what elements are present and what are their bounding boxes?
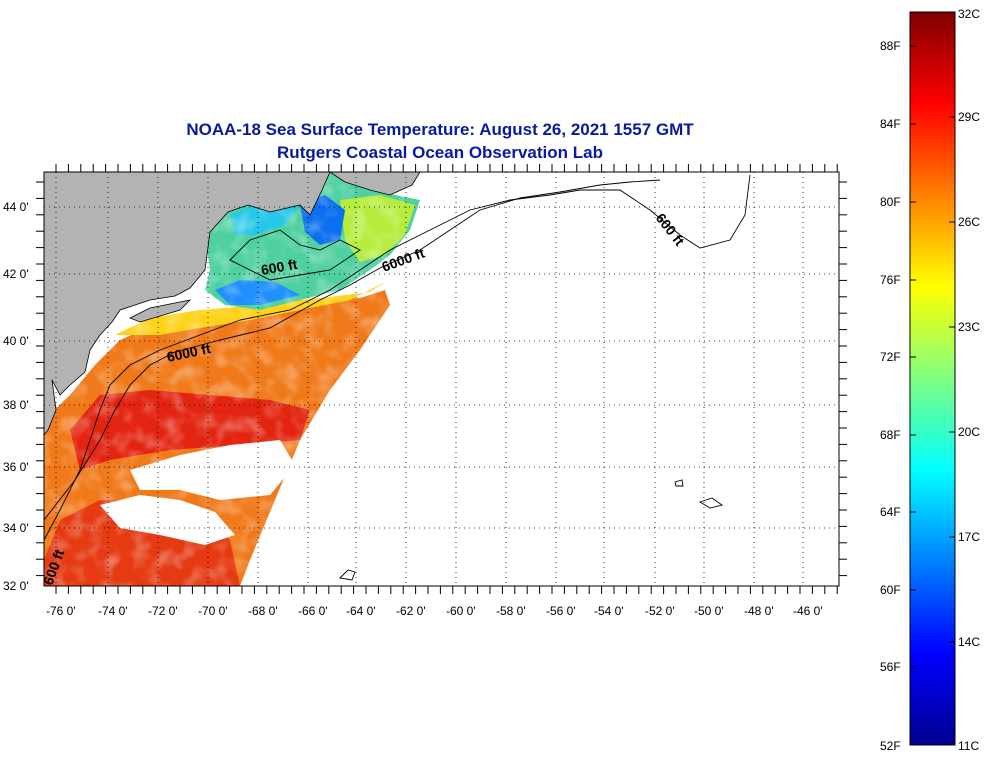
c-label-32: 32C: [958, 7, 980, 21]
f-label-68: 68F: [880, 428, 901, 442]
title-line-1: NOAA-18 Sea Surface Temperature: August …: [186, 120, 694, 139]
lon-label-56: -56 0': [546, 604, 576, 618]
contour-6000-ft: [44, 179, 661, 521]
colorbar-ticks: [910, 45, 955, 668]
fahrenheit-labels: 88F 84F 80F 76F 72F 68F 64F 60F 56F 52F: [880, 39, 901, 753]
f-label-80: 80F: [880, 195, 901, 209]
f-label-60: 60F: [880, 583, 901, 597]
f-label-56: 56F: [880, 660, 901, 674]
axis-ticks: [36, 164, 847, 594]
lon-label-76: -76 0': [46, 604, 76, 618]
lat-label-32: 32 0': [3, 579, 29, 593]
lon-label-68: -68 0': [248, 604, 278, 618]
f-label-84: 84F: [880, 117, 901, 131]
c-label-17: 17C: [958, 530, 980, 544]
celsius-labels: 32C 29C 26C 23C 20C 17C 14C 11C: [958, 7, 980, 753]
lon-label-62: -62 0': [396, 604, 426, 618]
sst-map: 44 0' 42 0' 40 0' 38 0' 36 0' 34 0' 32 0…: [3, 164, 847, 618]
f-label-76: 76F: [880, 273, 901, 287]
lon-label-52: -52 0': [645, 604, 675, 618]
lon-label-58: -58 0': [496, 604, 526, 618]
f-label-52: 52F: [880, 739, 901, 753]
contour-600-ft: [44, 174, 751, 541]
c-label-26: 26C: [958, 215, 980, 229]
latitude-labels: 44 0' 42 0' 40 0' 38 0' 36 0' 34 0' 32 0…: [3, 200, 29, 593]
lat-label-42: 42 0': [3, 267, 29, 281]
lon-label-66: -66 0': [298, 604, 328, 618]
colorbar-gradient: [909, 11, 956, 746]
land-long-island: [129, 299, 192, 323]
c-label-29: 29C: [958, 110, 980, 124]
f-label-64: 64F: [880, 505, 901, 519]
contours: [44, 174, 751, 581]
lat-label-44: 44 0': [3, 200, 29, 214]
land-maritimes: [329, 172, 421, 196]
lon-label-72: -72 0': [148, 604, 178, 618]
lat-label-38: 38 0': [3, 398, 29, 412]
land: [44, 172, 421, 436]
lat-label-40: 40 0': [3, 334, 29, 348]
f-label-72: 72F: [880, 350, 901, 364]
lon-label-74: -74 0': [98, 604, 128, 618]
island-2: [698, 497, 724, 509]
lon-label-70: -70 0': [198, 604, 228, 618]
longitude-labels: -76 0' -74 0' -72 0' -70 0' -68 0' -66 0…: [46, 604, 823, 618]
contour-label-600-north: 600 ft: [260, 256, 299, 278]
title-line-2: Rutgers Coastal Ocean Observation Lab: [277, 143, 603, 162]
c-label-23: 23C: [958, 320, 980, 334]
temperature-colorbar: 88F 84F 80F 76F 72F 68F 64F 60F 56F 52F …: [880, 7, 980, 753]
f-label-88: 88F: [880, 39, 901, 53]
c-label-20: 20C: [958, 425, 980, 439]
map-title: NOAA-18 Sea Surface Temperature: August …: [60, 118, 820, 164]
island-1: [339, 569, 356, 581]
island-3: [674, 479, 684, 487]
lon-label-60: -60 0': [446, 604, 476, 618]
land-mass: [44, 172, 331, 436]
lon-label-64: -64 0': [346, 604, 376, 618]
lon-label-54: -54 0': [594, 604, 624, 618]
c-label-14: 14C: [958, 635, 980, 649]
contour-gulf-maine: [229, 229, 361, 281]
lon-label-48: -48 0': [744, 604, 774, 618]
lat-label-36: 36 0': [3, 460, 29, 474]
graticule: [44, 172, 839, 586]
c-label-11: 11C: [958, 739, 979, 753]
lat-label-34: 34 0': [3, 521, 29, 535]
lon-label-46: -46 0': [793, 604, 823, 618]
lon-label-50: -50 0': [694, 604, 724, 618]
